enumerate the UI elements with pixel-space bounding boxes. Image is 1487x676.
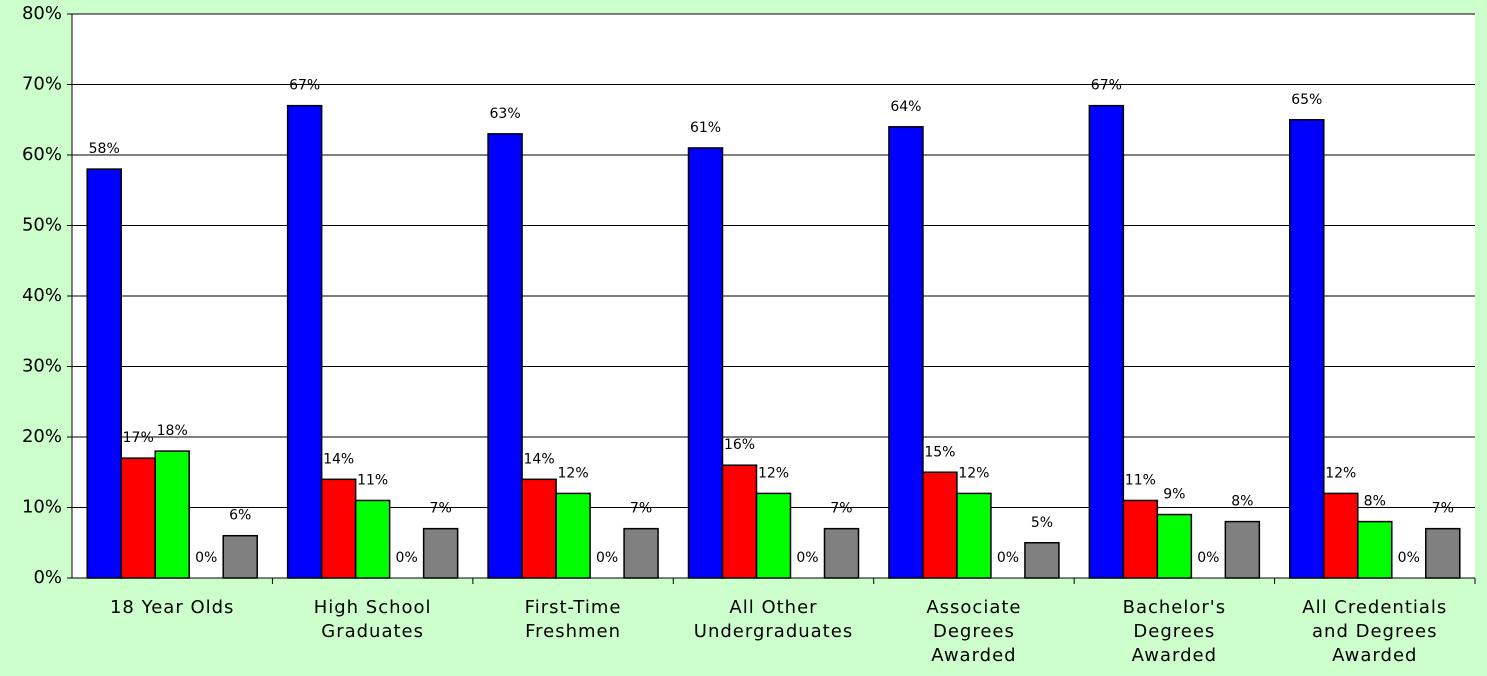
value-label: 14%: [524, 451, 555, 467]
value-label: 7%: [630, 501, 652, 517]
bar: [120, 457, 156, 579]
y-tick-label: 40%: [22, 285, 62, 306]
bar: [354, 499, 391, 579]
bar: [755, 492, 792, 579]
value-label: 6%: [229, 508, 251, 524]
value-label: 12%: [558, 465, 589, 481]
value-label: 8%: [1364, 494, 1386, 510]
value-label: 58%: [89, 141, 120, 157]
bar: [521, 478, 557, 579]
value-label: 0%: [997, 550, 1019, 566]
value-label: 17%: [123, 430, 154, 446]
value-label: 0%: [396, 550, 418, 566]
y-tick-label: 30%: [22, 356, 62, 377]
bar: [222, 534, 258, 579]
x-tick-label: 18 Year Olds: [109, 597, 235, 618]
bar: [1224, 520, 1261, 579]
bar: [823, 527, 860, 579]
value-label: 15%: [924, 444, 955, 460]
bar: [555, 492, 591, 579]
y-tick-label: 0%: [33, 567, 62, 588]
value-label: 63%: [490, 106, 521, 122]
value-label: 5%: [1031, 515, 1053, 531]
value-label: 12%: [958, 465, 989, 481]
y-tick-label: 60%: [22, 144, 62, 165]
bar: [1323, 492, 1359, 579]
value-label: 12%: [1325, 465, 1356, 481]
value-label: 11%: [1125, 472, 1156, 488]
value-label: 67%: [289, 78, 320, 94]
value-label: 64%: [890, 99, 921, 115]
bar: [1289, 119, 1325, 579]
y-tick-label: 50%: [22, 215, 62, 236]
bar: [721, 464, 758, 579]
x-tick-label: All Other Undergraduates: [693, 597, 854, 642]
bar: [922, 471, 958, 579]
bar: [487, 133, 523, 579]
bar: [1425, 527, 1461, 579]
bar: [1122, 499, 1159, 579]
value-label: 8%: [1231, 494, 1253, 510]
y-tick-label: 70%: [22, 74, 62, 95]
value-label: 61%: [690, 120, 721, 136]
y-tick-label: 10%: [22, 497, 62, 518]
bar: [687, 147, 724, 579]
value-label: 7%: [430, 501, 452, 517]
value-label: 65%: [1291, 92, 1322, 108]
x-tick-label: Associate Degrees Awarded: [926, 597, 1022, 666]
bar: [86, 168, 122, 579]
bar: [286, 104, 323, 579]
bar: [623, 527, 659, 579]
x-tick-label: First-Time Freshmen: [524, 597, 622, 642]
bar: [422, 527, 459, 579]
value-label: 0%: [796, 550, 818, 566]
x-tick-label: Bachelor's Degrees Awarded: [1122, 597, 1227, 666]
value-label: 12%: [758, 465, 789, 481]
value-label: 7%: [1432, 501, 1454, 517]
bar: [1156, 513, 1193, 579]
y-tick-label: 20%: [22, 426, 62, 447]
bar: [1357, 520, 1393, 579]
bar: [888, 126, 924, 579]
bar: [956, 492, 992, 579]
y-tick-label: 80%: [22, 3, 62, 24]
value-label: 11%: [357, 472, 388, 488]
value-label: 16%: [724, 437, 755, 453]
bar: [320, 478, 357, 579]
value-label: 0%: [195, 550, 217, 566]
value-label: 0%: [1398, 550, 1420, 566]
x-tick-label: All Credentials and Degrees Awarded: [1302, 597, 1448, 666]
value-label: 67%: [1091, 78, 1122, 94]
value-label: 18%: [157, 423, 188, 439]
value-label: 14%: [323, 451, 354, 467]
bar: [1024, 542, 1060, 579]
value-label: 7%: [830, 501, 852, 517]
bar: [154, 450, 190, 579]
value-label: 0%: [1197, 550, 1219, 566]
bar: [1088, 104, 1125, 579]
value-label: 9%: [1163, 487, 1185, 503]
x-tick-label: High School Graduates: [313, 597, 432, 642]
value-label: 0%: [596, 550, 618, 566]
